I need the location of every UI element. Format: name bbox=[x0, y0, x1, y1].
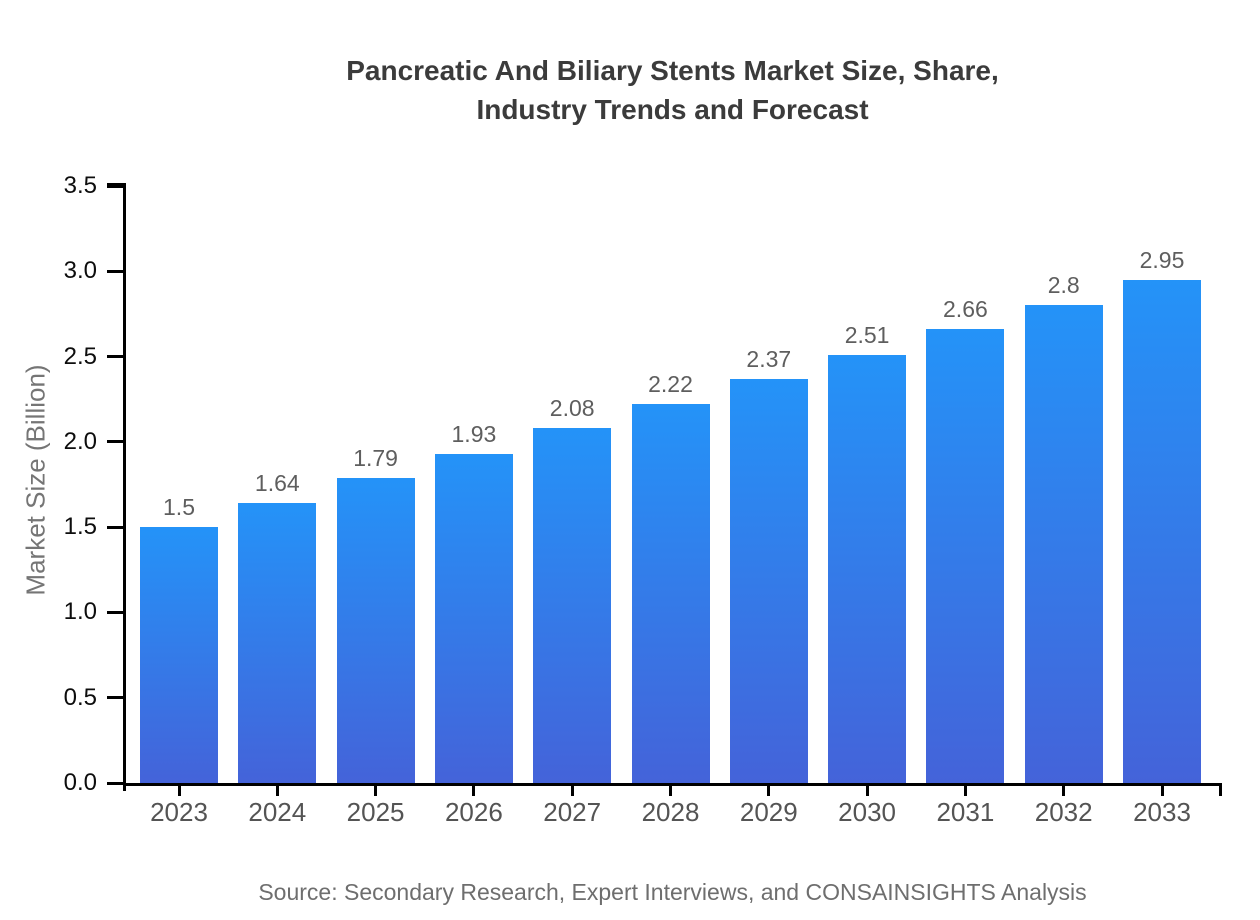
x-axis-tick bbox=[177, 783, 181, 796]
bar-value-label: 1.93 bbox=[451, 420, 497, 447]
y-axis-end-cap-tick bbox=[107, 183, 123, 186]
y-axis-tick bbox=[107, 696, 123, 700]
chart-title-line-1: Pancreatic And Biliary Stents Market Siz… bbox=[346, 55, 999, 86]
y-axis-tick bbox=[107, 440, 123, 444]
y-axis-tick-label: 1.0 bbox=[63, 598, 97, 626]
x-axis-end-cap-tick bbox=[1219, 783, 1222, 796]
bar bbox=[631, 404, 710, 783]
x-axis-tick-label: 2028 bbox=[641, 797, 700, 827]
x-axis-tick bbox=[1160, 783, 1164, 796]
y-axis-tick bbox=[107, 355, 123, 359]
y-axis-tick bbox=[107, 525, 123, 529]
y-axis-tick bbox=[107, 269, 123, 273]
x-axis-tick bbox=[865, 783, 869, 796]
y-axis-tick-label: 2.0 bbox=[63, 427, 97, 455]
y-axis-tick bbox=[107, 610, 123, 614]
bar-value-label: 1.64 bbox=[254, 470, 300, 497]
bar bbox=[828, 354, 907, 783]
bar bbox=[729, 378, 808, 783]
x-axis-tick bbox=[275, 783, 279, 796]
x-axis-tick bbox=[472, 783, 476, 796]
x-axis-tick bbox=[669, 783, 672, 796]
bar bbox=[336, 477, 415, 783]
x-axis-tick-label: 2025 bbox=[346, 797, 405, 827]
y-axis-tick bbox=[107, 184, 123, 188]
bar bbox=[926, 329, 1005, 783]
y-axis-tick-label: 0.0 bbox=[63, 769, 97, 796]
x-axis-spine bbox=[123, 783, 1222, 786]
y-axis-tick-label: 2.5 bbox=[63, 342, 97, 370]
x-axis-tick-label: 2030 bbox=[838, 797, 897, 827]
x-axis-tick bbox=[374, 783, 378, 796]
plot-area: 0.0 0.5 1.0 1.5 2.0 2.5 3.0 3.5 1.5 2023 1.64 2024 1… bbox=[64, 172, 1222, 827]
y-axis-title: Market Size (Billion) bbox=[20, 364, 51, 596]
y-axis-tick-label: 3.5 bbox=[63, 172, 97, 199]
bar-value-label: 2.8 bbox=[1047, 272, 1080, 299]
x-axis-tick-label: 2031 bbox=[936, 797, 995, 827]
bar bbox=[1024, 305, 1103, 783]
bar-value-label: 2.08 bbox=[549, 395, 595, 422]
x-axis-tick bbox=[963, 783, 967, 796]
bar bbox=[238, 503, 317, 783]
x-axis-tick-label: 2024 bbox=[248, 797, 307, 827]
x-axis-tick-label: 2033 bbox=[1133, 797, 1191, 827]
x-axis-tick-label: 2027 bbox=[543, 797, 602, 827]
x-axis-tick bbox=[570, 783, 574, 796]
bar-value-label: 1.79 bbox=[353, 444, 398, 471]
y-axis-tick-label: 0.5 bbox=[63, 683, 97, 711]
bar bbox=[1123, 279, 1201, 783]
x-axis-tick-label: 2026 bbox=[444, 797, 503, 827]
chart-title: Pancreatic And Biliary Stents Market Siz… bbox=[123, 51, 1222, 129]
x-axis-tick-label: 2029 bbox=[739, 797, 798, 827]
bar bbox=[533, 428, 612, 783]
bar-value-label: 2.66 bbox=[943, 296, 988, 323]
bar-value-label: 2.22 bbox=[648, 371, 693, 398]
y-axis-spine bbox=[123, 183, 126, 791]
y-axis-tick bbox=[107, 781, 123, 785]
x-axis-tick-label: 2032 bbox=[1034, 797, 1093, 827]
y-axis-tick-label: 1.5 bbox=[63, 513, 97, 541]
bar-value-label: 1.5 bbox=[163, 494, 195, 521]
bar-value-label: 2.51 bbox=[844, 321, 890, 348]
bar-value-label: 2.37 bbox=[746, 345, 792, 372]
source-note: Source: Secondary Research, Expert Inter… bbox=[258, 879, 1087, 905]
y-axis-tick-label: 3.0 bbox=[63, 257, 97, 285]
bar-value-label: 2.95 bbox=[1139, 246, 1185, 273]
chart-title-line-2: Industry Trends and Forecast bbox=[476, 94, 869, 125]
x-axis-tick-label: 2023 bbox=[150, 797, 208, 827]
x-axis-tick bbox=[1062, 783, 1066, 796]
bar bbox=[140, 527, 218, 783]
x-axis-tick bbox=[767, 783, 771, 796]
bar bbox=[434, 453, 513, 783]
